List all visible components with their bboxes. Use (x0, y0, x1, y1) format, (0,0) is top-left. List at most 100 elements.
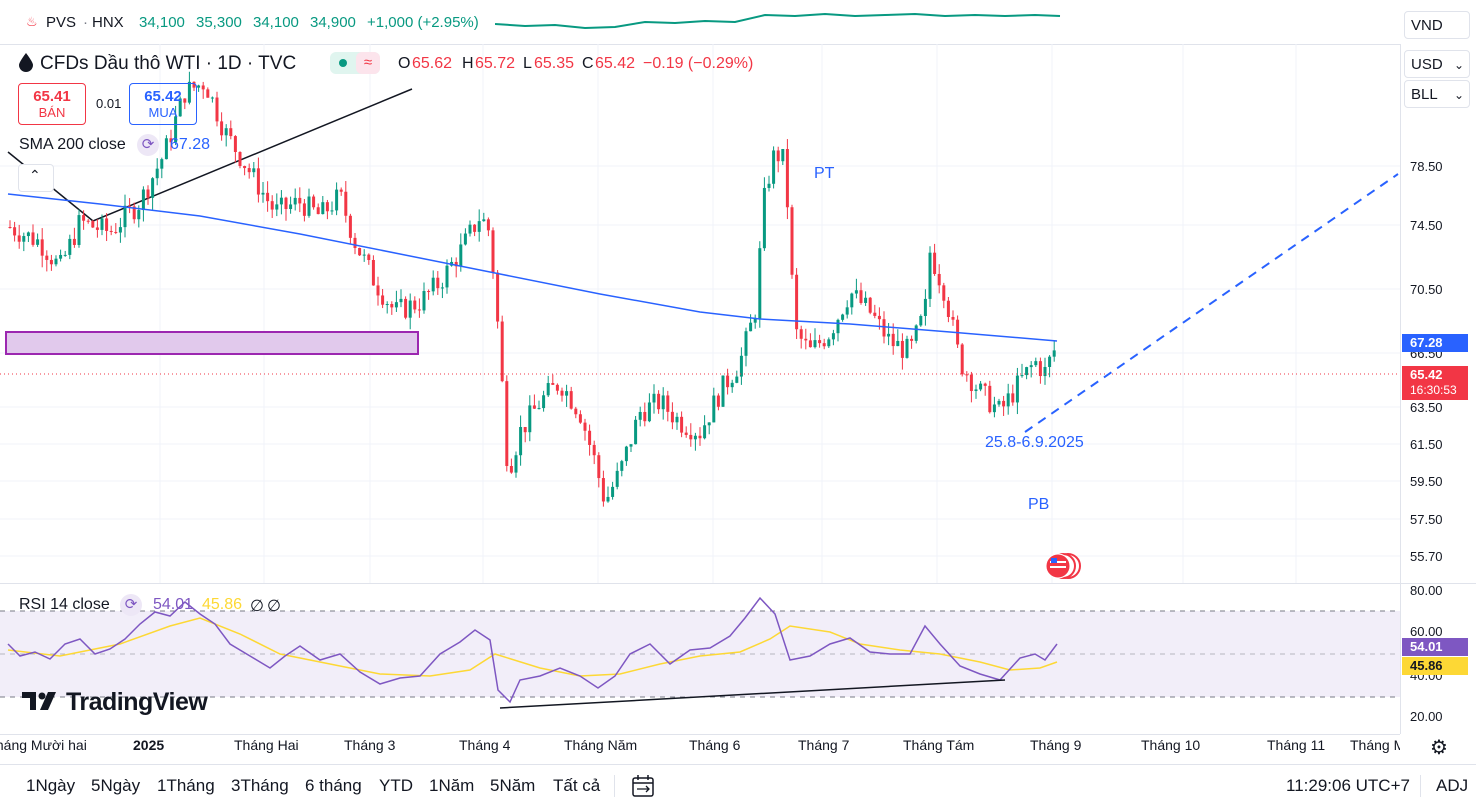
range-1d[interactable]: 1Ngày (26, 776, 76, 795)
candle-body (776, 150, 780, 162)
candle-body (100, 218, 104, 230)
annotation-pt[interactable]: PT (814, 165, 835, 182)
candle-body (440, 287, 444, 289)
collapse-legend-button[interactable]: ⌃ (18, 164, 54, 192)
range-3m[interactable]: 3Tháng (231, 776, 289, 795)
candle-body (26, 232, 30, 237)
candle-body (427, 291, 431, 293)
candle-body (417, 309, 421, 311)
sync-icon[interactable]: ⟳ (137, 134, 159, 156)
candle-body (868, 297, 872, 313)
candle-body (436, 277, 440, 289)
candle-body (615, 470, 619, 487)
chevron-down-icon: ⌄ (1453, 88, 1464, 102)
us-event-flag-icon[interactable] (1045, 553, 1081, 579)
candle-body (408, 300, 412, 318)
candle-body (220, 121, 224, 136)
ohlc-o-value: 65.62 (412, 55, 453, 72)
range-5y[interactable]: 5Năm (490, 776, 536, 795)
range-5d[interactable]: 5Ngày (91, 776, 141, 795)
candle-body (431, 277, 435, 292)
candle-body (992, 404, 996, 413)
candle-body (256, 168, 260, 195)
currency-select[interactable]: USD ⌄ (1404, 50, 1470, 78)
candle-body (721, 375, 725, 407)
candle-body (1038, 361, 1042, 377)
buy-price: 65.42 (144, 88, 182, 105)
candle-body (339, 189, 343, 192)
range-1y[interactable]: 1Năm (429, 776, 475, 795)
candle-body (565, 391, 569, 396)
unit-select[interactable]: BLL ⌄ (1404, 80, 1470, 108)
time-axis-label: Tháng 6 (689, 737, 741, 753)
pane-divider[interactable] (0, 583, 1476, 584)
currency-top-select[interactable]: VND (1404, 11, 1470, 39)
price-tick: 63.50 (1410, 400, 1443, 415)
candle-body (790, 207, 794, 275)
candle-body (698, 435, 702, 439)
ohlc-change: −0.19 (−0.29%) (643, 55, 754, 72)
candle-body (923, 298, 927, 317)
price-chart[interactable]: PT 25.8-6.9.2025 PB (0, 44, 1400, 584)
candle-body (634, 419, 638, 445)
projection-dashed-line[interactable] (1024, 173, 1399, 433)
currency-top-value: VND (1411, 17, 1443, 34)
gear-icon[interactable]: ⚙ (1430, 737, 1448, 759)
candle-body (330, 210, 334, 212)
range-all[interactable]: Tất cả (553, 776, 601, 795)
candle-body (224, 128, 228, 136)
candle-body (49, 259, 53, 265)
rsi-divergence-line[interactable] (499, 679, 1006, 709)
candle-body (762, 187, 766, 249)
candle-body (114, 231, 118, 233)
candle-body (514, 455, 518, 473)
candle-body (578, 414, 582, 423)
rsi-legend-label[interactable]: RSI 14 close (19, 596, 110, 613)
sma-price-tag: 67.28 (1402, 334, 1468, 352)
calendar-arrows-icon[interactable] (630, 773, 656, 804)
price-scale[interactable] (1400, 44, 1476, 584)
candle-body (919, 316, 923, 326)
candle-body (335, 189, 339, 211)
range-6m[interactable]: 6 tháng (305, 776, 362, 795)
candle-body (845, 307, 849, 315)
annotation-date-range[interactable]: 25.8-6.9.2025 (985, 434, 1084, 451)
candle-body (164, 138, 168, 160)
candle-body (381, 295, 385, 305)
range-ytd[interactable]: YTD (379, 776, 413, 795)
time-axis[interactable] (0, 734, 1400, 765)
candle-body (910, 338, 914, 341)
sma-legend-label[interactable]: SMA 200 close (19, 136, 126, 153)
candle-body (174, 116, 178, 143)
supply-zone-rect[interactable] (5, 331, 419, 355)
rsi-chart[interactable] (0, 584, 1400, 734)
candle-body (730, 382, 734, 388)
candle-body (988, 385, 992, 413)
candle-body (1048, 356, 1052, 367)
range-1m[interactable]: 1Tháng (157, 776, 215, 795)
candle-body (933, 252, 937, 274)
buy-button[interactable]: 65.42 MUA (129, 83, 197, 125)
ticker-symbol[interactable]: PVS (46, 14, 77, 31)
symbol-title[interactable]: CFDs Dầu thô WTI · 1D · TVC (40, 53, 297, 74)
sell-button[interactable]: 65.41 BÁN (18, 83, 86, 125)
candle-body (206, 89, 210, 98)
candle-body (703, 425, 707, 439)
clock-time[interactable]: 11:29:06 UTC+7 (1286, 776, 1410, 795)
candle-body (588, 430, 592, 445)
candle-body (394, 302, 398, 308)
price-tick: 61.50 (1410, 437, 1443, 452)
candle-body (813, 340, 817, 348)
candle-body (187, 81, 191, 103)
candle-body (146, 189, 150, 198)
chevron-down-icon: ⌄ (1453, 58, 1464, 72)
market-status-toggle[interactable]: ≈ (330, 52, 380, 74)
candle-body (13, 227, 17, 236)
annotation-pb[interactable]: PB (1028, 496, 1049, 513)
candle-body (293, 197, 297, 205)
tradingview-logo-text: TradingView (66, 688, 208, 716)
candle-body (1025, 367, 1029, 376)
rsi-scale[interactable] (1400, 584, 1476, 734)
adj-toggle[interactable]: ADJ (1436, 776, 1469, 795)
sync-icon[interactable]: ⟳ (120, 594, 142, 616)
